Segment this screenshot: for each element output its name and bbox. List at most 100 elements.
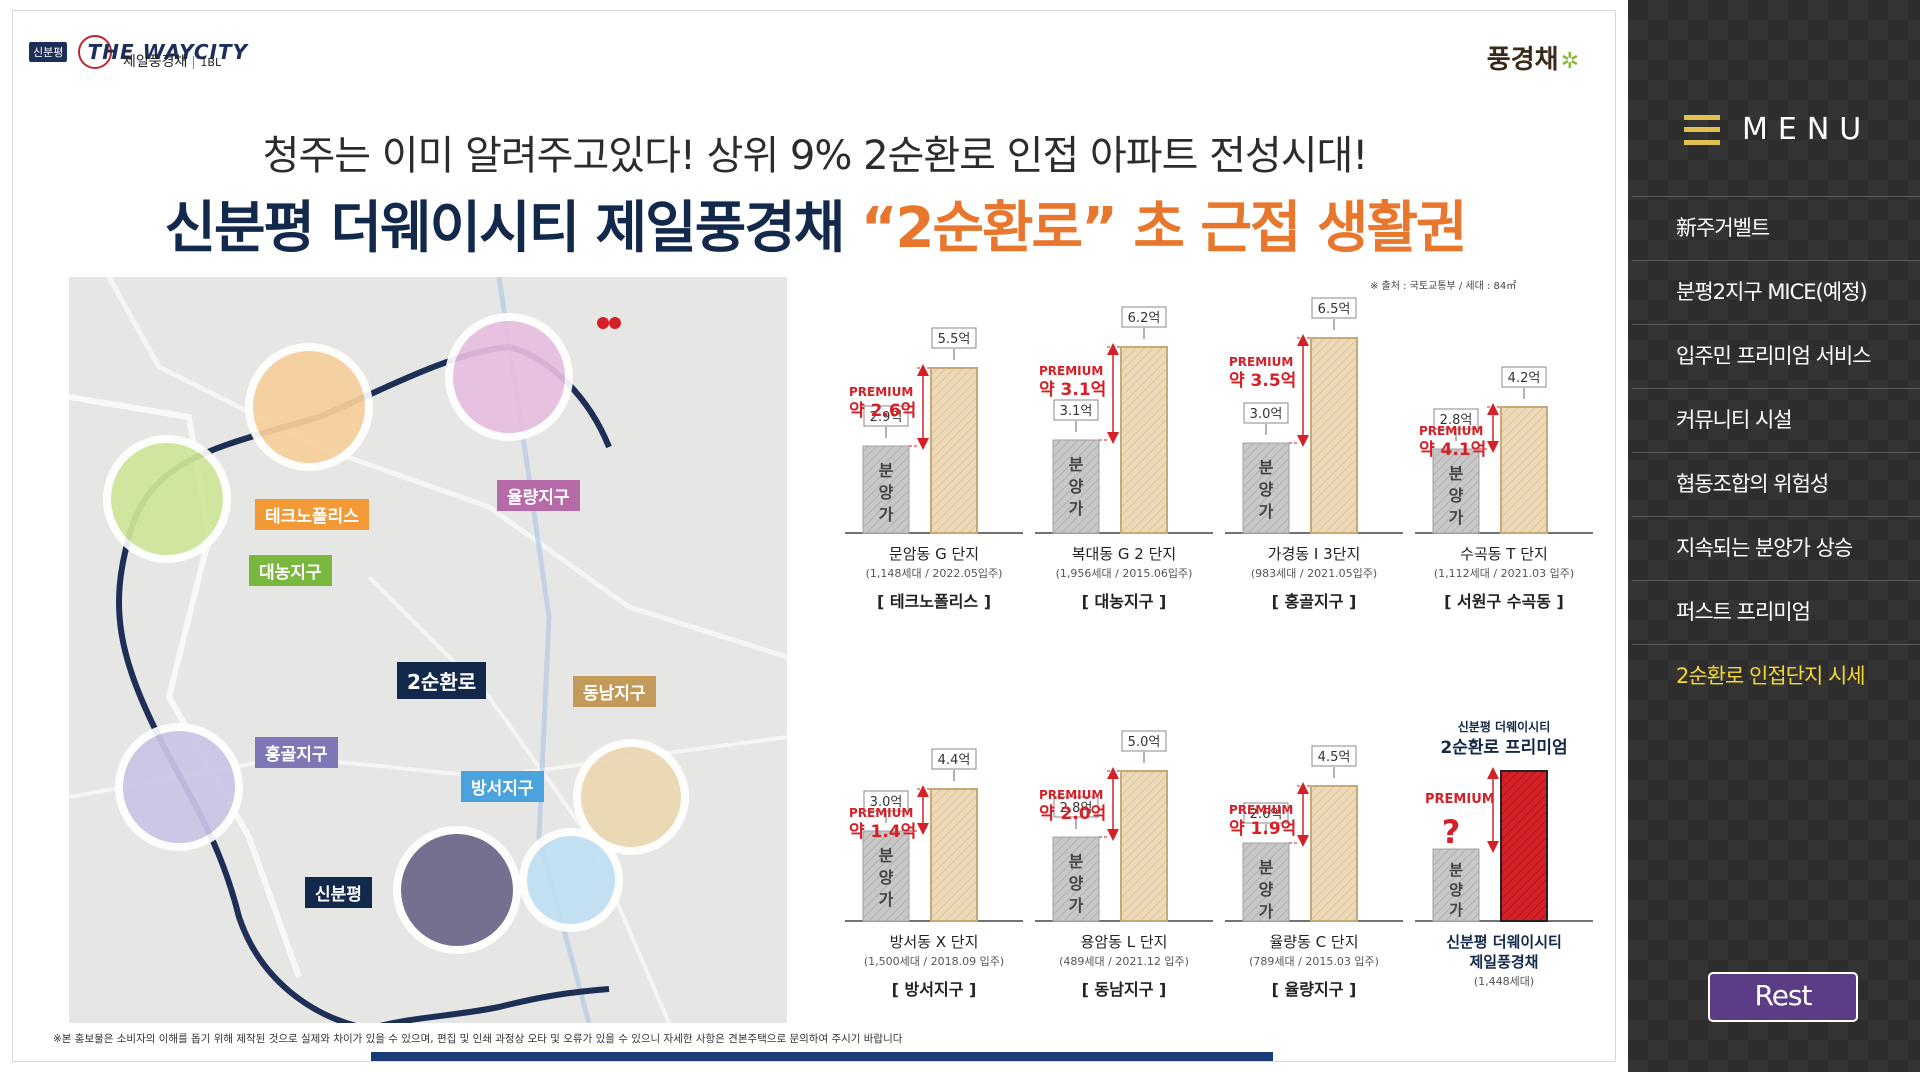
bar-market-4 [1500,406,1548,534]
complex-district-6: [ 동남지구 ] [1082,980,1167,999]
logo-sub-name: 제일풍경채 [123,54,188,70]
title-highlight: “2순환로” 초 근접 생활권 [860,196,1468,261]
menu-item-4[interactable]: 커뮤니티 시설 [1632,388,1920,452]
logo-circle-icon [78,35,113,69]
brand-logo: 신분평 THE WAYCITY [29,35,248,69]
menu-item-5[interactable]: 협동조합의 위험성 [1632,452,1920,516]
value-label-bunyangga-5: 3.0억 [870,795,903,810]
premium-word-2: PREMIUM [1039,364,1103,378]
bar-label-char: 양 [1069,874,1084,893]
pungkyungchae-logo: 풍경채✲ [1487,39,1579,76]
premium-word-5: PREMIUM [849,806,913,820]
complex-district-5: [ 방서지구 ] [892,980,977,999]
bar-market-6 [1120,770,1168,922]
district-honggol: 홍골지구 [255,737,338,768]
district-dongnam: 동남지구 [573,676,656,707]
bar-market-2 [1120,346,1168,534]
premium-word-4: PREMIUM [1419,424,1483,438]
bar-label-char: 분 [879,846,894,865]
premium-word-6: PREMIUM [1039,788,1103,802]
bar-label-char: 분 [1259,858,1274,877]
bar-label-char: 분 [1069,455,1084,474]
value-label-market-2-box [1121,306,1167,328]
menu-list: 新주거벨트 분평2지구 MICE(예정) 입주민 프리미엄 서비스 커뮤니티 시설 협동… [1632,196,1920,708]
bar-label-char: 가 [1069,896,1084,915]
special-header-1: 신분평 더웨이시티 [1458,719,1551,734]
title-main: 신분평 더웨이시티 제일풍경채 [164,196,861,261]
menu-item-8[interactable]: 2순환로 인접단지 시세 [1632,644,1920,708]
daenong-circle [103,435,231,563]
value-label-bunyangga-1-box [863,405,909,427]
complex-name-2: 복대동 G 2 단지 [1072,545,1176,563]
complex-name-5: 방서동 X 단지 [890,933,979,951]
special-question: ? [1442,813,1461,851]
bar-market-special [1500,770,1548,922]
bar-label-char: 가 [1449,901,1463,919]
bar-bunyangga-6 [1052,836,1100,922]
sinbunpyeong-circle [393,826,521,954]
map-graphic [69,277,787,1023]
value-label-market-7-box [1311,745,1357,767]
premium-value-4: 약 4.1억 [1419,439,1486,460]
premium-value-1: 약 2.6억 [849,400,916,421]
bar-label-char: 분 [1259,458,1274,477]
logo-subtitle: 제일풍경채 1BL [123,51,222,71]
complex-info-4: (1,112세대 / 2021.03 입주) [1434,567,1574,580]
special-name-2: 제일풍경채 [1469,953,1538,971]
hamburger-icon[interactable] [1684,114,1720,145]
menu-item-1[interactable]: 新주거벨트 [1632,196,1920,260]
menu-item-7[interactable]: 퍼스트 프리미엄 [1632,580,1920,644]
bar-market-1 [930,367,978,534]
value-label-market-4-box [1501,366,1547,388]
area-map: 2순환로 테크노폴리스 대농지구 율량지구 동남지구 방서지구 홍골지구 신분평 [69,277,787,1023]
technopolis-circle [245,343,373,471]
menu-header[interactable]: MENU [1684,112,1871,147]
slide: 신분평 THE WAYCITY 제일풍경채 1BL 풍경채✲ 청주는 이미 알려주… [12,10,1616,1062]
bar-label-char: 분 [879,461,894,480]
value-label-market-4: 4.2억 [1508,371,1541,386]
rest-button[interactable]: Rest [1708,972,1858,1022]
logo-brand: THE WAYCITY [87,40,249,64]
premium-word-1: PREMIUM [849,385,913,399]
menu-item-3[interactable]: 입주민 프리미엄 서비스 [1632,324,1920,388]
bar-label-char: 양 [879,868,894,887]
value-label-market-6-box [1121,730,1167,752]
bar-bunyangga-3 [1242,442,1290,534]
logo-block: 1BL [193,56,222,69]
special-name: 신분평 더웨이시티 [1446,933,1562,951]
page-subtitle: 청주는 이미 알려주고있다! 상위 9% 2순환로 인접 아파트 전성시대! [262,133,1369,179]
menu-item-6[interactable]: 지속되는 분양가 상승 [1632,516,1920,580]
yulryang-circle [445,313,573,441]
complex-info-3: (983세대 / 2021.05입주) [1251,567,1377,580]
logo-badge: 신분평 [29,42,68,62]
premium-value-2: 약 3.1억 [1039,379,1106,400]
bar-label-char: 양 [879,483,894,502]
premium-word-7: PREMIUM [1229,803,1293,817]
bar-bunyangga-4 [1432,448,1480,534]
value-label-bunyangga-7: 2.6억 [1250,807,1283,822]
bar-label-char: 양 [1259,480,1274,499]
complex-district-7: [ 율량지구 ] [1272,980,1357,999]
value-label-bunyangga-2: 3.1억 [1060,404,1093,419]
value-label-market-3: 6.5억 [1318,302,1351,317]
district-technopolis: 테크노폴리스 [255,499,369,530]
premium-value-6: 약 2.0억 [1039,803,1106,824]
value-label-bunyangga-3: 3.0억 [1250,407,1283,422]
bar-market-3 [1310,337,1358,534]
value-label-market-5: 4.4억 [938,753,971,768]
district-bangseo: 방서지구 [461,771,544,802]
value-label-market-2: 6.2억 [1128,311,1161,326]
bar-label-char: 가 [1069,499,1084,518]
value-label-market-1-box [931,327,977,349]
value-label-bunyangga-2-box [1053,399,1099,421]
special-header-2: 2순환로 프리미엄 [1440,738,1567,758]
menu-item-2[interactable]: 분평2지구 MICE(예정) [1632,260,1920,324]
bar-label-char: 분 [1069,852,1084,871]
bar-label-char: 가 [1259,902,1274,921]
complex-info-7: (789세대 / 2015.03 입주) [1249,955,1379,968]
bar-label-char: 가 [879,890,894,909]
page-title: 신분평 더웨이시티 제일풍경채 “2순환로” 초 근접 생활권 [13,183,1615,264]
complex-district-2: [ 대농지구 ] [1082,592,1167,611]
bar-bunyangga-1 [862,445,910,534]
complex-district-4: [ 서원구 수곡동 ] [1444,592,1564,611]
